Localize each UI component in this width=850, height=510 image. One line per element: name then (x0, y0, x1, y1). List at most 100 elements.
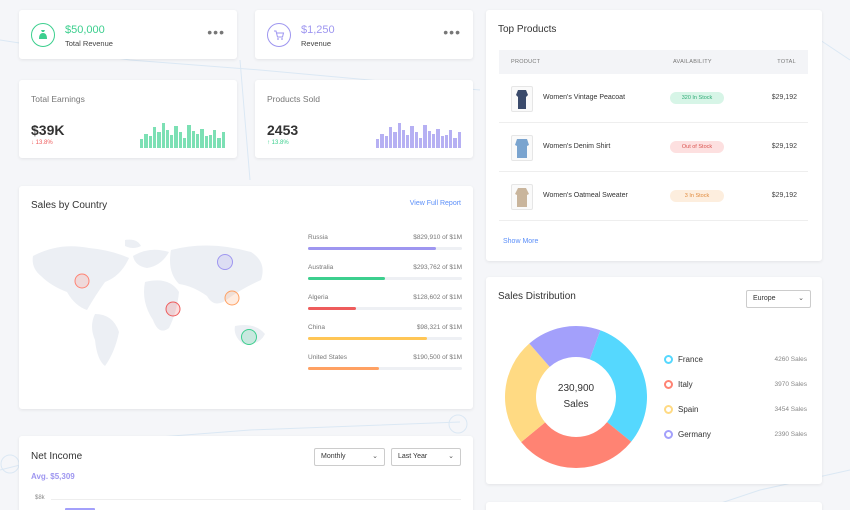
axis-tick: $8k (35, 495, 45, 501)
product-thumbnail (511, 135, 533, 161)
product-name: Women's Oatmeal Sweater (543, 192, 628, 199)
change-value: 13.8% (35, 140, 53, 146)
product-total: $29,192 (771, 192, 797, 199)
donut-slice-spain[interactable] (505, 343, 550, 443)
progress-fill (308, 307, 356, 310)
more-options-icon[interactable]: ••• (207, 24, 225, 40)
country-value: $128,602 of $1M (413, 294, 462, 301)
mini-bar-chart (376, 122, 461, 148)
table-row[interactable]: Women's Oatmeal Sweater 3 In Stock $29,1… (499, 172, 808, 221)
money-bag-icon (31, 23, 55, 47)
mini-bar (414, 132, 419, 148)
legend-marker (664, 380, 673, 389)
next-card (486, 502, 822, 510)
mini-bar (213, 129, 217, 148)
stat-label: Revenue (301, 39, 332, 48)
legend-value: 3970 Sales (774, 381, 807, 388)
progress-track (308, 307, 462, 310)
mini-bar (440, 136, 444, 148)
arrow-down-icon: ↓ (31, 140, 34, 146)
progress-fill (308, 247, 436, 250)
card-title: Top Products (498, 24, 557, 35)
mini-bar (221, 132, 225, 148)
column-header-total: TOTAL (777, 59, 796, 65)
donut-slice-germany[interactable] (529, 326, 601, 367)
product-name: Women's Denim Shirt (543, 143, 611, 150)
chevron-down-icon: ⌄ (372, 453, 378, 460)
progress-track (308, 367, 462, 370)
sales-by-country-card: Sales by Country View Full Report Russia… (19, 186, 473, 409)
table-row[interactable]: Women's Denim Shirt Out of Stock $29,192 (499, 123, 808, 172)
mini-bar (148, 136, 152, 148)
mini-bar (161, 123, 165, 148)
mini-bar (453, 137, 457, 148)
legend-value: 4260 Sales (774, 356, 807, 363)
donut-center-label: Sales (563, 399, 589, 410)
country-value: $190,500 of $1M (413, 354, 462, 361)
mini-bar (217, 137, 221, 148)
year-select[interactable]: Last Year ⌄ (391, 448, 461, 466)
progress-fill (308, 337, 427, 340)
change-value: 13.8% (271, 140, 289, 146)
select-value: Europe (753, 295, 776, 302)
chevron-down-icon: ⌄ (798, 295, 804, 302)
revenue-card: $1,250 Revenue ••• (255, 10, 473, 59)
mini-bar (380, 133, 384, 148)
region-select[interactable]: Europe ⌄ (746, 290, 811, 308)
mini-bar (449, 129, 453, 148)
country-name: Algeria (308, 294, 329, 301)
mini-bar (152, 127, 157, 148)
stat-value: $1,250 (301, 24, 335, 36)
mini-bar (457, 132, 461, 148)
mini-bar (393, 132, 397, 148)
mini-bar (419, 137, 423, 148)
mini-bar (174, 125, 178, 148)
product-total: $29,192 (771, 143, 797, 150)
show-more-link[interactable]: Show More (503, 238, 539, 245)
legend-label: Italy (678, 380, 693, 389)
chevron-down-icon: ⌄ (448, 453, 454, 460)
mini-bar (204, 136, 208, 148)
card-title: Net Income (31, 451, 83, 462)
country-value: $293,762 of $1M (413, 264, 462, 271)
progress-track (308, 247, 462, 250)
mini-bar (401, 129, 406, 148)
mini-bar (410, 125, 414, 148)
column-header-availability: AVAILABILITY (673, 59, 712, 65)
availability-badge: 320 In Stock (670, 92, 724, 104)
more-options-icon[interactable]: ••• (443, 24, 461, 40)
card-title: Total Earnings (31, 94, 85, 104)
earnings-value: $39K (31, 122, 65, 138)
arrow-up-icon: ↑ (267, 140, 270, 146)
mini-bar (157, 132, 161, 148)
mini-bar (406, 135, 410, 148)
donut-slice-italy[interactable] (521, 422, 632, 468)
progress-track (308, 277, 462, 280)
legend-label: Spain (678, 405, 699, 414)
view-full-report-link[interactable]: View Full Report (409, 200, 461, 207)
cart-icon (267, 23, 291, 47)
legend-item-germany: Germany 2390 Sales (664, 429, 807, 441)
gridline (51, 499, 461, 500)
legend-label: Germany (678, 430, 711, 439)
total-earnings-card: Total Earnings $39K ↓ 13.8% (19, 80, 237, 158)
mini-bar (397, 123, 401, 148)
country-name: Russia (308, 234, 328, 241)
legend-marker (664, 405, 673, 414)
mini-bar (170, 135, 174, 148)
mini-bar (165, 129, 170, 148)
legend-item-italy: Italy 3970 Sales (664, 379, 807, 391)
donut-slice-france[interactable] (589, 330, 647, 442)
card-title: Products Sold (267, 94, 320, 104)
mini-bar (423, 124, 427, 148)
product-total: $29,192 (771, 94, 797, 101)
table-row[interactable]: Women's Vintage Peacoat 320 In Stock $29… (499, 74, 808, 123)
period-select[interactable]: Monthly ⌄ (314, 448, 385, 466)
mini-bar (384, 136, 388, 148)
stat-value: $50,000 (65, 24, 105, 36)
mini-bar (376, 138, 380, 148)
country-name: United States (308, 354, 348, 361)
mini-bar (183, 137, 187, 148)
mini-bar-chart (140, 122, 225, 148)
country-name: Australia (308, 264, 334, 271)
